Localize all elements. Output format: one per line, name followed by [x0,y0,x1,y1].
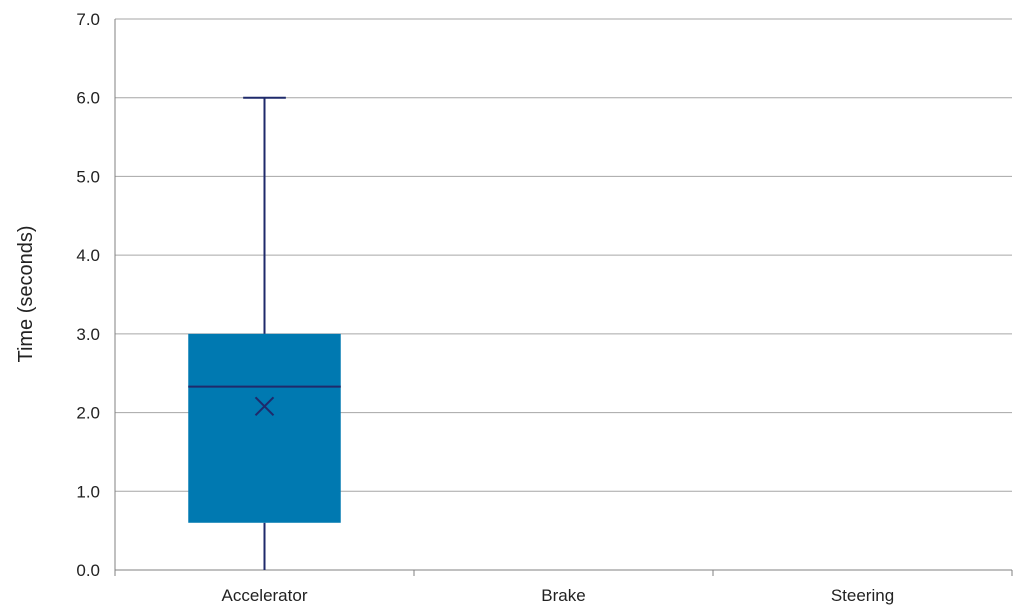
x-tick-label: Accelerator [222,586,308,605]
y-tick-label: 3.0 [76,325,100,344]
y-tick-label: 7.0 [76,10,100,29]
box-series [188,96,341,570]
y-tick-label: 1.0 [76,482,100,501]
y-tick-label: 0.0 [76,561,100,580]
mean-marker [254,396,275,416]
y-tick-label: 5.0 [76,167,100,186]
y-tick-labels: 0.0 1.0 2.0 3.0 4.0 5.0 6.0 7.0 [76,10,100,580]
x-tick-labels: Accelerator Brake Steering [222,586,895,605]
x-tick-label: Steering [831,586,894,605]
box-accelerator [188,96,341,570]
y-tick-label: 2.0 [76,404,100,423]
y-axis-label: Time (seconds) [15,225,37,362]
y-tick-label: 4.0 [76,246,100,265]
y-tick-label: 6.0 [76,89,100,108]
interquartile-box [188,333,341,523]
x-tick-label: Brake [541,586,585,605]
